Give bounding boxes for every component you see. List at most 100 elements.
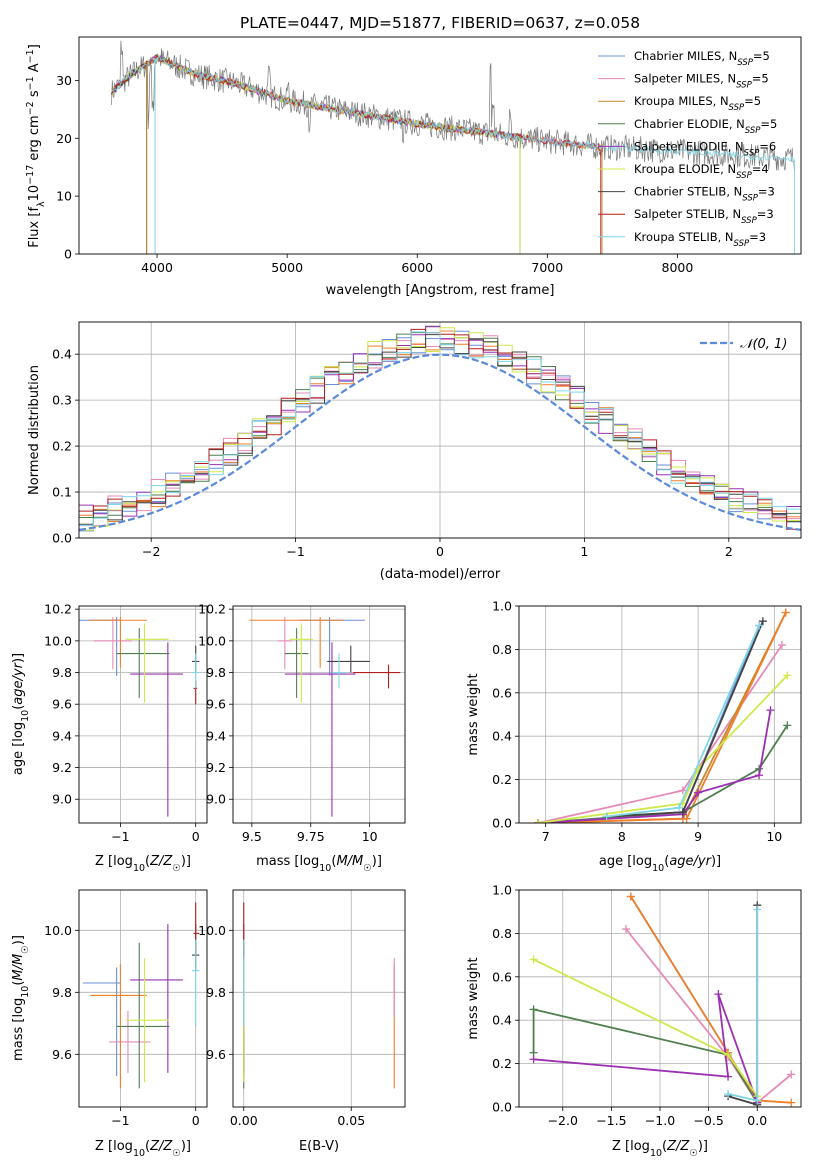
mass-weight-marker — [724, 1089, 733, 1098]
x-tick-label: 9 — [694, 829, 702, 844]
mass-weight-marker — [678, 808, 687, 817]
label-part: A — [27, 63, 42, 76]
x-tick-label: 0.0 — [747, 1113, 767, 1128]
y-tick-label: 9.4 — [206, 728, 226, 743]
label-part: M/M — [11, 954, 26, 981]
mass-weight-marker — [602, 812, 611, 821]
label-part: M/M — [336, 854, 363, 869]
label-part: age [log — [599, 854, 652, 869]
y-tick-label: 0.2 — [492, 1056, 512, 1071]
label-part: ( — [145, 854, 150, 869]
legend-label: 𝒩(0, 1) — [740, 337, 787, 352]
x-axis-label: wavelength [Angstrom, rest frame] — [326, 283, 555, 298]
mass-weight-marker — [787, 1098, 796, 1107]
mass-weight-marker — [724, 1072, 733, 1081]
label-part: 10 — [27, 185, 42, 202]
axes-frame — [78, 605, 208, 824]
y-tick-label: 0.0 — [492, 816, 512, 831]
x-tick-label: 9.5 — [242, 829, 262, 844]
y-tick-label: 9.2 — [206, 760, 226, 775]
model-spectrum-line — [111, 53, 521, 254]
label-part: Z/Z — [666, 1139, 690, 1154]
axes-spectrum — [75, 80, 678, 258]
mass-weight-marker — [694, 788, 703, 797]
legend-text: Salpeter MILES, N — [634, 72, 736, 86]
y-tick-label: 10.0 — [198, 633, 226, 648]
model-spectrum-line — [111, 55, 603, 254]
y-tick-label: 0.0 — [52, 531, 72, 546]
legend-value: =5 — [744, 94, 761, 108]
legend-value: =4 — [752, 162, 769, 176]
y-axis-label: Flux [fλ10−17 erg cm−2 s−1 A−1] — [25, 44, 47, 248]
mass-weight-marker — [787, 1070, 796, 1079]
y-tick-label: 9.8 — [52, 665, 72, 680]
mass-weight-marker — [758, 617, 767, 626]
label-part: )] — [698, 1139, 708, 1154]
x-tick-label: 4000 — [141, 260, 173, 275]
x-tick-label: 0 — [192, 1113, 200, 1128]
plot-area-age_vs_Z — [79, 617, 200, 817]
label-part: Z [log — [95, 854, 133, 869]
mass-weight-marker — [529, 1055, 538, 1064]
legend-sub: SSP — [741, 216, 757, 226]
y-tick-label: 10.2 — [44, 602, 72, 617]
y-tick-label: 0.8 — [492, 926, 512, 941]
plot-area-mass_vs_ebv — [243, 902, 395, 1089]
legend-text: Chabrier STELIB, N — [634, 185, 742, 199]
mass-weight-marker — [753, 1096, 762, 1105]
x-tick-label: 0.00 — [230, 1113, 258, 1128]
axes-frame — [78, 36, 802, 255]
x-tick-label: −0.5 — [693, 1113, 723, 1128]
label-part: age/yr — [11, 661, 26, 704]
legend-value: =5 — [753, 49, 770, 63]
y-tick-label: 10.0 — [44, 633, 72, 648]
x-axis-label: E(B-V) — [299, 1139, 339, 1154]
y-tick-label: 0.1 — [52, 485, 72, 500]
y-axis-label: age [log10(age/yr)] — [11, 653, 31, 775]
x-tick-label: −1 — [286, 544, 304, 559]
mass-weight-marker — [777, 641, 786, 650]
label-part: )] — [181, 854, 191, 869]
model-spectrum-line — [111, 53, 521, 254]
legend-label: Kroupa MILES, NSSP=5 — [634, 94, 761, 113]
y-tick-label: 9.6 — [206, 697, 226, 712]
mass-weight-marker — [675, 803, 684, 812]
plot-area-residuals — [79, 325, 801, 532]
y-tick-label: 30 — [56, 73, 72, 88]
model-spectrum-line — [111, 55, 603, 254]
label-part: 10 — [133, 1148, 145, 1159]
y-axis-label: Normed distribution — [27, 365, 42, 495]
x-tick-label: 0 — [192, 829, 200, 844]
mass-weight-line — [630, 896, 792, 1104]
y-tick-label: 1.0 — [492, 599, 512, 614]
label-part: 10 — [20, 986, 31, 998]
label-part: s — [27, 90, 42, 101]
y-tick-label: 9.6 — [52, 1047, 72, 1062]
x-tick-label: 0 — [436, 544, 444, 559]
mass-weight-marker — [753, 905, 762, 914]
mass-weight-line — [533, 993, 759, 1104]
y-tick-label: 0.4 — [492, 1013, 512, 1028]
x-tick-label: −1 — [111, 829, 129, 844]
label-part: ( — [11, 981, 26, 986]
label-part: )] — [11, 935, 26, 945]
legend-label: Salpeter MILES, NSSP=5 — [634, 72, 769, 91]
x-tick-label: 1 — [580, 544, 588, 559]
legend-sub: SSP — [737, 58, 753, 68]
legend-text: Chabrier ELODIE, N — [634, 117, 745, 131]
legend-label: Chabrier STELIB, NSSP=3 — [634, 185, 775, 204]
plot-area-spectrum — [111, 40, 795, 254]
label-part: −1 — [25, 49, 36, 63]
label-part: Z/Z — [149, 1139, 173, 1154]
x-tick-label: 7 — [542, 829, 550, 844]
axes-mw_vs_age — [515, 605, 801, 827]
axes-frame — [518, 605, 802, 824]
legend-value: =6 — [759, 139, 776, 153]
x-tick-label: 9.75 — [297, 829, 325, 844]
legend-value: =3 — [757, 207, 774, 221]
legend-label: Salpeter STELIB, NSSP=3 — [634, 207, 774, 226]
label-part: −2 — [25, 101, 36, 115]
mass-weight-marker — [724, 1050, 733, 1059]
y-tick-label: 9.0 — [206, 792, 226, 807]
label-part: 10 — [133, 863, 145, 874]
